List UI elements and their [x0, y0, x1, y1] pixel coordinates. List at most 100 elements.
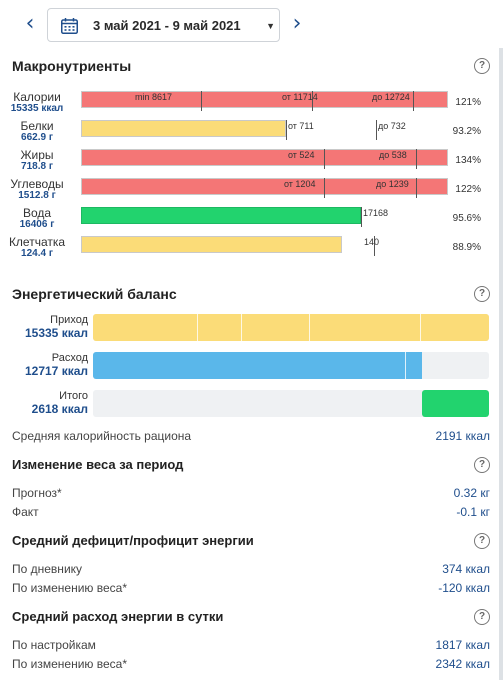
question-circle-icon[interactable]: ?	[474, 58, 490, 74]
macro-bar-fill	[81, 207, 361, 224]
date-range-select[interactable]: 3 май 2021 - 9 май 2021 ▼	[47, 8, 280, 42]
macro-mark-target: 140	[364, 237, 380, 247]
balance-income-fill	[93, 314, 489, 341]
macro-percent: 121%	[455, 97, 481, 108]
balance-total-value: 2618 ккал	[31, 402, 88, 416]
macro-bar: min 8617 от 11714 до 12724	[81, 91, 448, 111]
macro-bar-fill	[81, 91, 448, 108]
balance-total-row: Итого 2618 ккал	[0, 390, 503, 418]
expenditure-settings-row: По настройкам 1817 ккал	[12, 638, 490, 654]
macro-row-fiber: Клетчатка 124.4 г 140 88.9%	[0, 236, 503, 260]
macro-percent: 134%	[455, 155, 481, 166]
macro-row-calories: Калории 15335 ккал min 8617 от 11714 до …	[0, 91, 503, 115]
balance-total-bar	[93, 390, 489, 417]
macro-percent: 88.9%	[452, 242, 481, 253]
balance-income-label: Приход	[50, 314, 88, 326]
macro-row-protein: Белки 662.9 г от 711 до 732 93.2%	[0, 120, 503, 144]
weight-forecast-label: Прогноз*	[12, 486, 62, 500]
macro-bar: от 524 до 538	[81, 149, 448, 169]
caret-down-icon: ▼	[266, 21, 275, 31]
expenditure-weight-row: По изменению веса* 2342 ккал	[12, 657, 490, 673]
deficit-diary-row: По дневнику 374 ккал	[12, 562, 490, 578]
macro-percent: 122%	[455, 184, 481, 195]
macro-bar: 17168	[81, 207, 448, 227]
weight-fact-row: Факт -0.1 кг	[12, 505, 490, 521]
macro-value: 16406 г	[19, 219, 55, 230]
weight-forecast-row: Прогноз* 0.32 кг	[12, 486, 490, 502]
macro-bar: от 1204 до 1239	[81, 178, 448, 198]
question-circle-icon[interactable]: ?	[474, 609, 490, 625]
expenditure-weight-label: По изменению веса*	[12, 657, 127, 671]
macro-row-carbs: Углеводы 1512.8 г от 1204 до 1239 122%	[0, 178, 503, 202]
macro-mark-from: от 11714	[282, 92, 318, 102]
question-circle-icon[interactable]: ?	[474, 286, 490, 302]
macro-mark-to: до 538	[379, 150, 407, 160]
macros-title: Макронутриенты	[12, 58, 132, 74]
expenditure-settings-label: По настройкам	[12, 638, 96, 652]
calendar-icon	[61, 18, 78, 34]
balance-expense-fill	[93, 352, 422, 379]
macro-mark-from: от 524	[288, 150, 315, 160]
balance-title: Энергетический баланс	[12, 286, 177, 302]
macro-mark-from: от 711	[288, 121, 314, 131]
macro-bar-fill	[81, 120, 286, 137]
macro-bar-fill	[81, 236, 342, 253]
balance-income-value: 15335 ккал	[24, 326, 88, 340]
macro-name: Белки	[20, 119, 54, 133]
macro-percent: 95.6%	[452, 213, 481, 224]
macro-mark-target: 17168	[363, 208, 389, 218]
date-range-text: 3 май 2021 - 9 май 2021	[93, 18, 241, 33]
macro-name: Жиры	[20, 148, 54, 162]
date-navigation-bar: ‹ 3 май 2021 - 9 май 2021 ▼ ›	[0, 0, 503, 48]
macro-value: 124.4 г	[21, 248, 53, 259]
weight-change-title: Изменение веса за период	[12, 457, 184, 472]
balance-expense-label: Расход	[51, 352, 88, 364]
weight-fact-value: -0.1 кг	[456, 505, 490, 519]
balance-expense-value: 12717 ккал	[24, 364, 88, 378]
deficit-diary-label: По дневнику	[12, 562, 83, 576]
macro-name: Вода	[22, 206, 52, 220]
deficit-weight-label: По изменению веса*	[12, 581, 127, 595]
macro-bar-fill	[81, 178, 448, 195]
balance-expense-bar	[93, 352, 489, 379]
expenditure-settings-value: 1817 ккал	[435, 638, 490, 652]
macro-mark-to: до 732	[378, 121, 406, 131]
avg-calories-value: 2191 ккал	[435, 429, 490, 443]
balance-income-row: Приход 15335 ккал	[0, 314, 503, 342]
weight-forecast-value: 0.32 кг	[453, 486, 490, 500]
macro-row-fat: Жиры 718.8 г от 524 до 538 134%	[0, 149, 503, 173]
question-circle-icon[interactable]: ?	[474, 533, 490, 549]
expenditure-title: Средний расход энергии в сутки	[12, 609, 224, 624]
avg-calories-label: Средняя калорийность рациона	[12, 429, 192, 443]
deficit-weight-row: По изменению веса* -120 ккал	[12, 581, 490, 597]
balance-income-bar	[93, 314, 489, 341]
scrollbar-track[interactable]	[499, 48, 503, 680]
chevron-left-icon[interactable]: ‹	[25, 11, 35, 36]
macro-value: 718.8 г	[21, 161, 53, 172]
macro-name: Углеводы	[10, 177, 64, 191]
macro-mark-to: до 1239	[376, 179, 409, 189]
macro-name: Калории	[13, 90, 61, 104]
macro-bar: от 711 до 732	[81, 120, 448, 140]
balance-expense-row: Расход 12717 ккал	[0, 352, 503, 380]
balance-total-fill	[422, 390, 489, 417]
macro-name: Клетчатка	[8, 235, 66, 249]
deficit-diary-value: 374 ккал	[442, 562, 490, 576]
macro-bar: 140	[81, 236, 448, 256]
macro-bar-fill	[81, 149, 448, 166]
deficit-weight-value: -120 ккал	[438, 581, 490, 595]
macro-mark-to: до 12724	[372, 92, 410, 102]
avg-calories-row: Средняя калорийность рациона 2191 ккал	[12, 429, 490, 445]
balance-total-label: Итого	[59, 390, 88, 402]
deficit-title: Средний дефицит/профицит энергии	[12, 533, 254, 548]
expenditure-weight-value: 2342 ккал	[435, 657, 490, 671]
macro-value: 1512.8 г	[18, 190, 56, 201]
macro-value: 662.9 г	[21, 132, 53, 143]
chevron-right-icon[interactable]: ›	[292, 11, 302, 36]
macro-mark-from: от 1204	[284, 179, 316, 189]
weight-fact-label: Факт	[12, 505, 39, 519]
macro-percent: 93.2%	[452, 126, 481, 137]
macro-mark-min: min 8617	[135, 92, 173, 102]
macro-row-water: Вода 16406 г 17168 95.6%	[0, 207, 503, 231]
question-circle-icon[interactable]: ?	[474, 457, 490, 473]
